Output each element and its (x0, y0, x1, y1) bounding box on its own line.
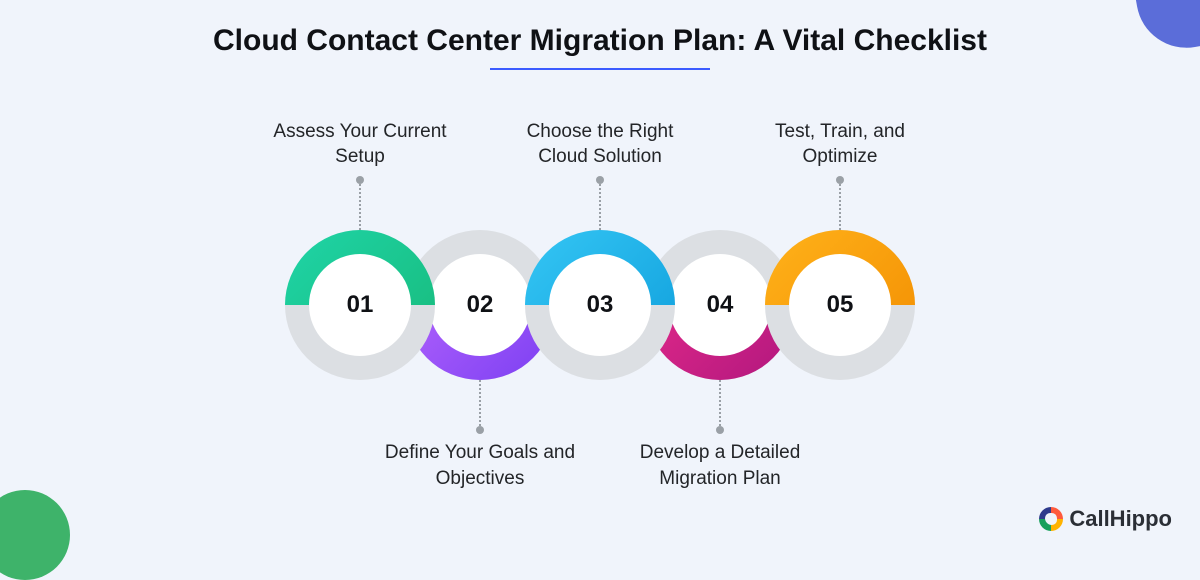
connector-line (479, 380, 481, 430)
step-label: Choose the Right Cloud Solution (500, 119, 700, 170)
connector-line (839, 180, 841, 230)
page-title: Cloud Contact Center Migration Plan: A V… (0, 0, 1200, 58)
connector-dot (356, 176, 364, 184)
steps-chain: 01Assess Your Current Setup02Define Your… (285, 230, 915, 380)
step-label: Develop a Detailed Migration Plan (620, 440, 820, 491)
step-number: 04 (669, 254, 771, 356)
connector-line (719, 380, 721, 430)
step-number: 01 (309, 254, 411, 356)
step-label: Assess Your Current Setup (260, 119, 460, 170)
step-ring: 05Test, Train, and Optimize (765, 230, 915, 380)
connector-line (359, 180, 361, 230)
title-underline (490, 68, 710, 70)
brand-logo: CallHippo (1039, 506, 1172, 532)
connector-dot (716, 426, 724, 434)
step-number: 05 (789, 254, 891, 356)
connector-dot (836, 176, 844, 184)
logo-mark-icon (1039, 507, 1063, 531)
logo-text: CallHippo (1069, 506, 1172, 532)
corner-decor-bottom-left (0, 490, 70, 580)
step-number: 03 (549, 254, 651, 356)
connector-dot (476, 426, 484, 434)
step-label: Test, Train, and Optimize (740, 119, 940, 170)
step-number: 02 (429, 254, 531, 356)
step-label: Define Your Goals and Objectives (380, 440, 580, 491)
connector-dot (596, 176, 604, 184)
step-ring: 01Assess Your Current Setup (285, 230, 435, 380)
connector-line (599, 180, 601, 230)
step-ring: 03Choose the Right Cloud Solution (525, 230, 675, 380)
